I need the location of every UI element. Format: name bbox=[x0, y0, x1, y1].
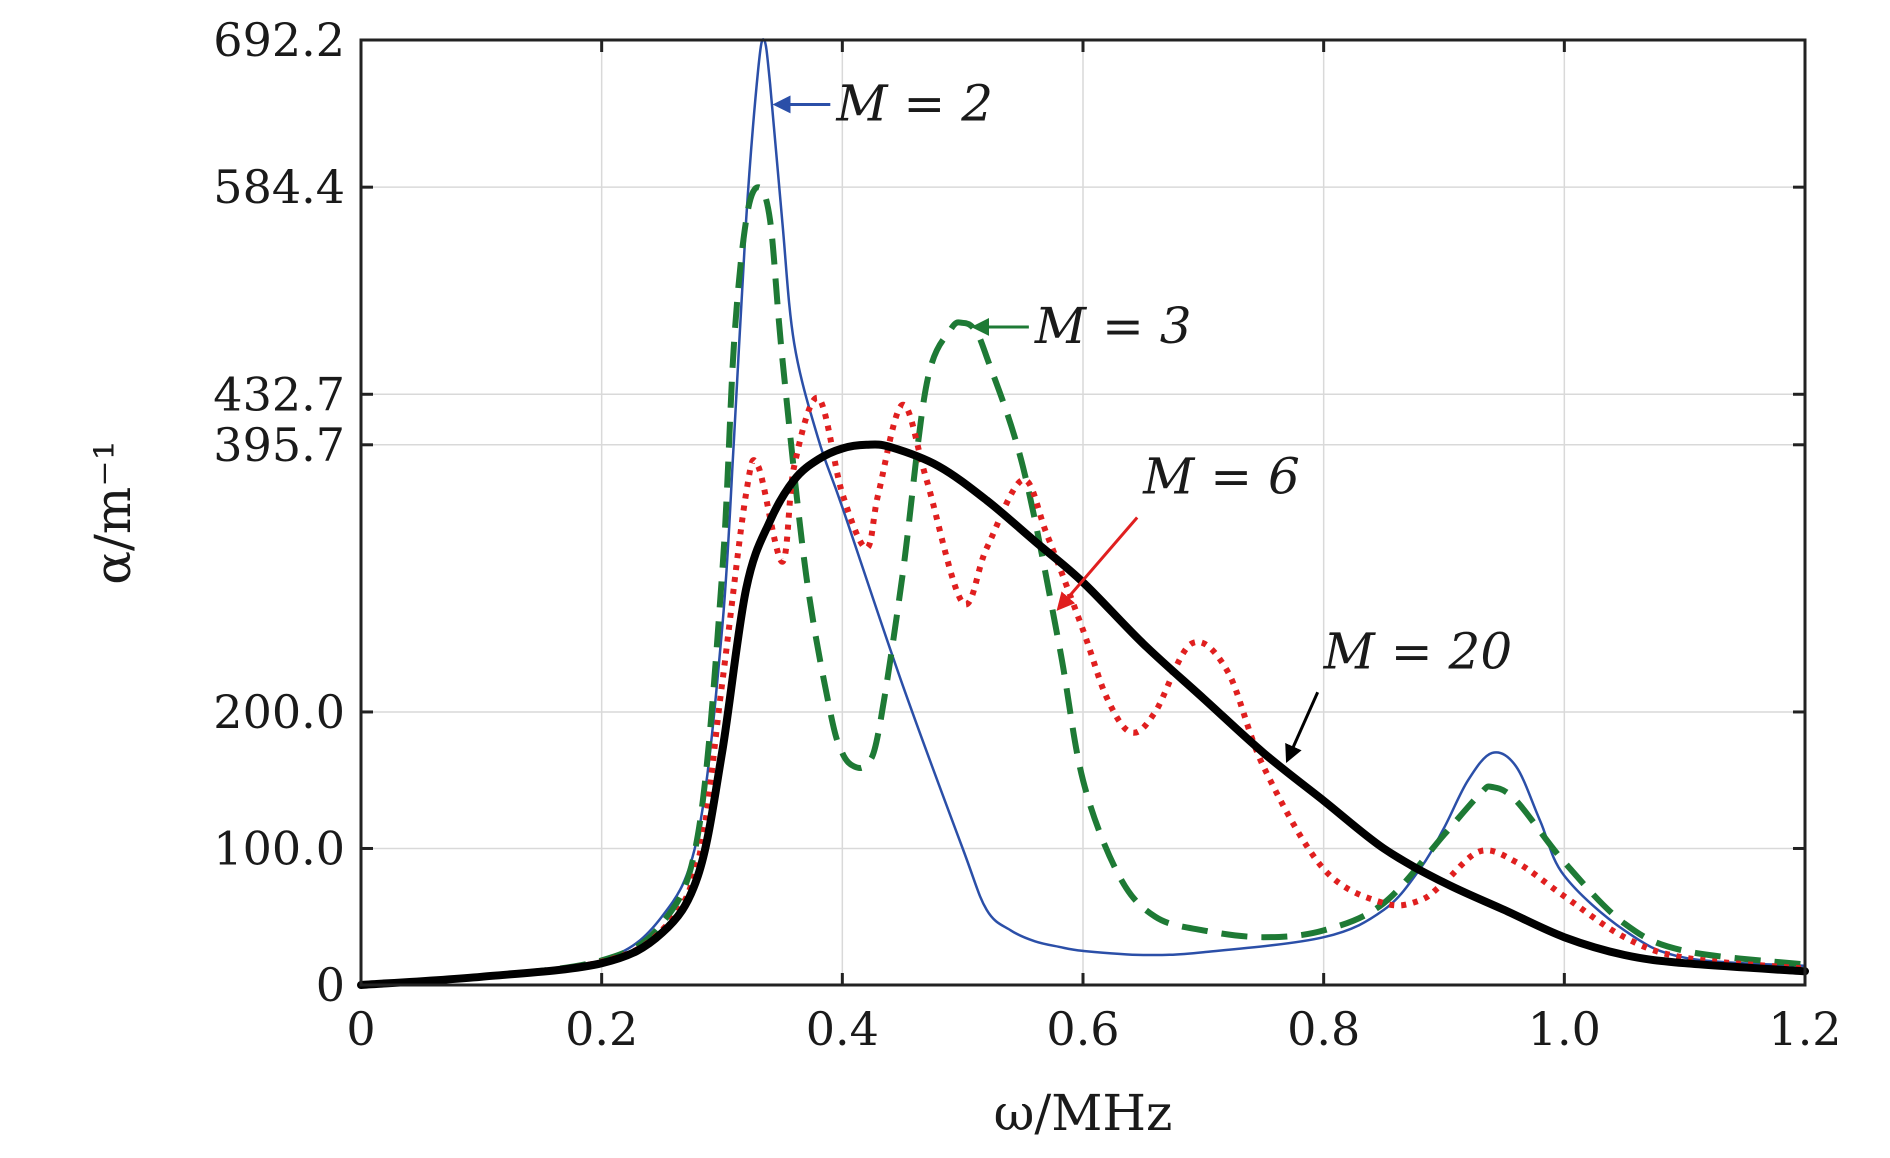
annotation-label: M = 3 bbox=[1034, 297, 1192, 355]
y-tick-label: 200.0 bbox=[213, 685, 345, 739]
y-tick-label: 584.4 bbox=[213, 160, 345, 214]
x-tick-label: 0 bbox=[346, 1002, 375, 1056]
series-line-m-2 bbox=[359, 38, 1807, 987]
y-axis-label: α/m⁻¹ bbox=[84, 440, 142, 584]
annotation-arrow bbox=[1285, 691, 1320, 764]
annotation-label: M = 20 bbox=[1323, 622, 1513, 680]
y-tick-label: 0 bbox=[316, 958, 345, 1012]
annotation-arrow bbox=[1056, 516, 1139, 611]
x-tick-label: 0.6 bbox=[1046, 1002, 1119, 1056]
annotation-layer: M = 2 M = 3 M = 6 M = 20 bbox=[772, 74, 1513, 764]
grid-layer bbox=[360, 39, 1806, 986]
x-tick-label: 1.0 bbox=[1528, 1002, 1601, 1056]
series-line-m-3 bbox=[360, 184, 1806, 988]
series-line-m-20 bbox=[357, 440, 1809, 989]
tick-layer: 0 0.2 0.4 0.6 0.8 1.0 1.2 0 100.0 200.0 395.7432.7… bbox=[213, 13, 1841, 1056]
x-tick-label: 1.2 bbox=[1768, 1002, 1841, 1056]
annotation-label: M = 2 bbox=[835, 74, 993, 132]
series-line-m-6 bbox=[360, 394, 1806, 988]
annotation-label: M = 6 bbox=[1142, 448, 1300, 506]
series-layer bbox=[357, 38, 1809, 989]
y-tick-label: 692.2 bbox=[213, 13, 345, 67]
x-tick-label: 0.8 bbox=[1287, 1002, 1360, 1056]
y-tick-label: 432.7 bbox=[213, 367, 345, 421]
x-tick-label: 0.4 bbox=[806, 1002, 879, 1056]
x-axis-label: ω/MHz bbox=[994, 1084, 1173, 1142]
x-tick-label: 0.2 bbox=[565, 1002, 638, 1056]
y-tick-label: 100.0 bbox=[213, 821, 345, 875]
y-tick-label: 395.7 bbox=[213, 418, 345, 472]
